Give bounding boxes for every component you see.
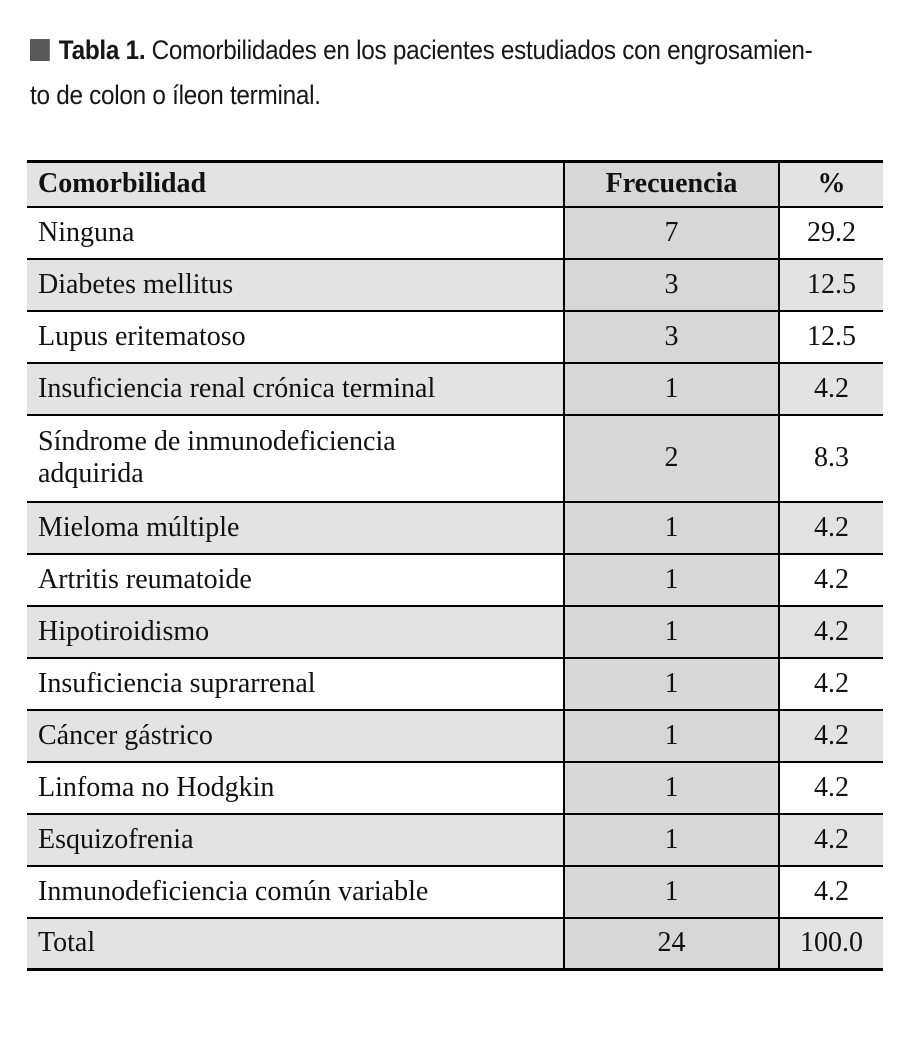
comorbidity-cell: Mieloma múltiple xyxy=(27,500,564,554)
comorbidity-cell: Insuficiencia suprarrenal xyxy=(27,656,564,710)
percent-cell: 29.2 xyxy=(779,205,883,259)
percent-cell: 12.5 xyxy=(779,309,883,363)
percent-cell: 4.2 xyxy=(779,361,883,415)
percent-cell: 4.2 xyxy=(779,864,883,918)
comorbidity-cell: Cáncer gástrico xyxy=(27,708,564,762)
table-row: Artritis reumatoide 1 4.2 xyxy=(27,552,883,606)
frequency-cell: 3 xyxy=(563,257,780,311)
frequency-cell: 24 xyxy=(563,916,780,970)
frequency-cell: 1 xyxy=(563,760,780,814)
percent-cell: 12.5 xyxy=(779,257,883,311)
table-row: Inmunodeficiencia común variable 1 4.2 xyxy=(27,864,883,918)
header-row: Comorbilidad Frecuencia % xyxy=(27,161,883,207)
frequency-cell: 1 xyxy=(563,552,780,606)
column-header-percent: % xyxy=(817,168,846,200)
caption-line2: to de colon o íleon terminal. xyxy=(30,80,321,110)
percent-cell: 100.0 xyxy=(779,916,883,970)
comorbidity-cell: Artritis reumatoide xyxy=(27,552,564,606)
percent-cell: 4.2 xyxy=(779,812,883,866)
comorbidity-cell: Síndrome de inmunodeficiencia adquirida xyxy=(27,413,564,502)
comorbidity-cell: Diabetes mellitus xyxy=(27,257,564,311)
frequency-cell: 1 xyxy=(563,604,780,658)
table-body: Ninguna 7 29.2 Diabetes mellitus 3 12.5 … xyxy=(27,205,883,970)
frequency-cell: 2 xyxy=(563,413,780,502)
table-row: Diabetes mellitus 3 12.5 xyxy=(27,257,883,311)
frequency-cell: 1 xyxy=(563,812,780,866)
comorbidity-cell: Lupus eritematoso xyxy=(27,309,564,363)
table-row: Lupus eritematoso 3 12.5 xyxy=(27,309,883,363)
table-row: Linfoma no Hodgkin 1 4.2 xyxy=(27,760,883,814)
frequency-cell: 1 xyxy=(563,708,780,762)
frequency-cell: 1 xyxy=(563,500,780,554)
percent-cell: 8.3 xyxy=(779,413,883,502)
percent-cell: 4.2 xyxy=(779,604,883,658)
caption-label: Tabla 1. xyxy=(58,35,146,65)
table-row: Total 24 100.0 xyxy=(27,916,883,970)
percent-cell: 4.2 xyxy=(779,552,883,606)
column-header-comorbilidad: Comorbilidad xyxy=(38,168,207,200)
frequency-cell: 1 xyxy=(563,864,780,918)
comorbidity-cell: Hipotiroidismo xyxy=(27,604,564,658)
table-row: Cáncer gástrico 1 4.2 xyxy=(27,708,883,762)
frequency-cell: 1 xyxy=(563,656,780,710)
column-header-frecuencia: Frecuencia xyxy=(563,161,780,207)
table-row: Insuficiencia renal crónica terminal 1 4… xyxy=(27,361,883,415)
table-caption: Tabla 1. Comorbilidades en los pacientes … xyxy=(30,28,813,118)
table-row: Esquizofrenia 1 4.2 xyxy=(27,812,883,866)
table-row: Síndrome de inmunodeficiencia adquirida … xyxy=(27,413,883,502)
frequency-cell: 3 xyxy=(563,309,780,363)
percent-cell: 4.2 xyxy=(779,656,883,710)
comorbidity-cell: Total xyxy=(27,916,564,970)
table-row: Insuficiencia suprarrenal 1 4.2 xyxy=(27,656,883,710)
comorbidity-cell: Ninguna xyxy=(27,205,564,259)
comorbidity-cell: Esquizofrenia xyxy=(27,812,564,866)
percent-cell: 4.2 xyxy=(779,500,883,554)
percent-cell: 4.2 xyxy=(779,760,883,814)
percent-cell: 4.2 xyxy=(779,708,883,762)
table-row: Mieloma múltiple 1 4.2 xyxy=(27,500,883,554)
caption-line1: Comorbilidades en los pacientes estudiad… xyxy=(151,35,813,65)
table-row: Ninguna 7 29.2 xyxy=(27,205,883,259)
comorbidity-cell: Insuficiencia renal crónica terminal xyxy=(27,361,564,415)
comorbidities-table: Comorbilidad Frecuencia % Ninguna 7 29.2… xyxy=(27,160,883,971)
frequency-cell: 7 xyxy=(563,205,780,259)
caption-square-icon xyxy=(30,39,50,61)
frequency-cell: 1 xyxy=(563,361,780,415)
comorbidity-cell: Inmunodeficiencia común variable xyxy=(27,864,564,918)
comorbidity-cell: Linfoma no Hodgkin xyxy=(27,760,564,814)
table-row: Hipotiroidismo 1 4.2 xyxy=(27,604,883,658)
